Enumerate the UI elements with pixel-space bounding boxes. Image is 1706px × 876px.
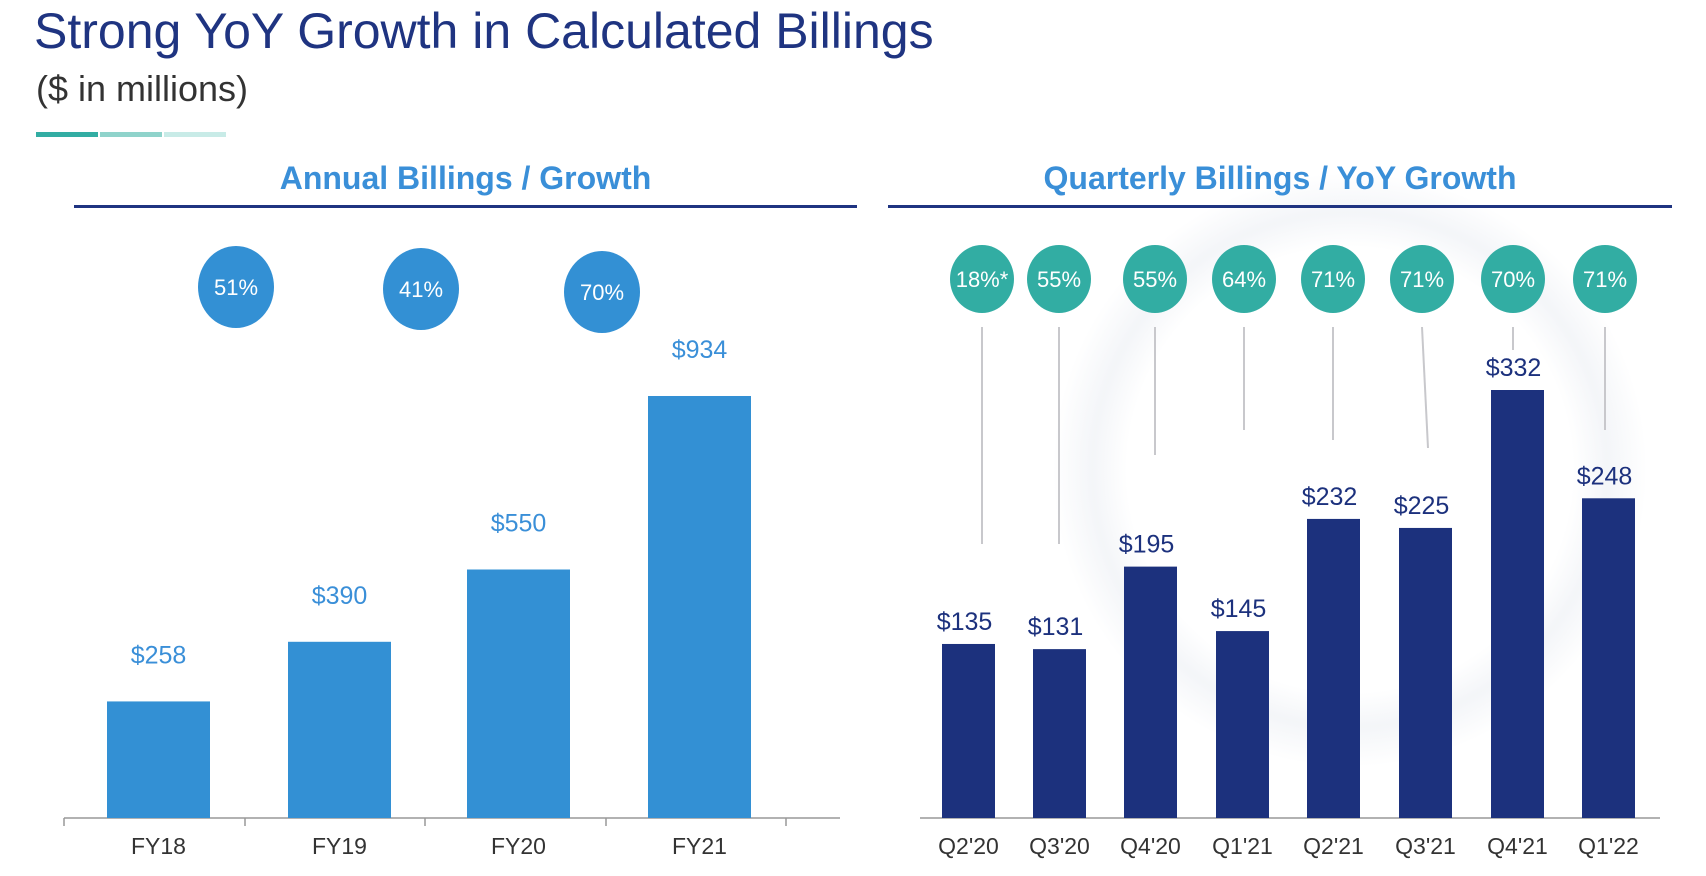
annual-bar-FY21 xyxy=(648,396,751,818)
quarterly-value-label: $232 xyxy=(1302,483,1358,511)
annual-category-label: FY21 xyxy=(672,833,727,859)
quarterly-header-rule xyxy=(888,205,1672,208)
quarterly-bar-Q1'21 xyxy=(1216,631,1269,818)
annual-growth-circle xyxy=(383,248,459,330)
quarterly-growth-label: 55% xyxy=(1133,267,1177,292)
quarterly-value-label: $135 xyxy=(937,608,993,636)
quarterly-chart-title: Quarterly Billings / YoY Growth xyxy=(1043,160,1517,196)
annual-category-label: FY19 xyxy=(312,833,367,859)
annual-category-label: FY18 xyxy=(131,833,186,859)
quarterly-category-label: Q3'21 xyxy=(1395,833,1456,859)
annual-growth-label: 51% xyxy=(214,275,258,300)
annual-value-label: $550 xyxy=(491,509,547,537)
accent-dash xyxy=(36,132,98,137)
quarterly-growth-label: 64% xyxy=(1222,267,1266,292)
quarterly-growth-circle xyxy=(1481,245,1545,313)
quarterly-bar-Q3'21 xyxy=(1399,527,1452,818)
page-subtitle: ($ in millions) xyxy=(36,68,249,109)
quarterly-bar-Q2'20 xyxy=(942,643,995,818)
annual-value-label: $258 xyxy=(131,641,187,669)
quarterly-category-label: Q2'20 xyxy=(938,833,999,859)
quarterly-growth-label: 71% xyxy=(1311,267,1355,292)
annual-chart-title: Annual Billings / Growth xyxy=(279,160,652,196)
quarterly-category-label: Q4'20 xyxy=(1120,833,1181,859)
quarterly-category-label: Q2'21 xyxy=(1303,833,1364,859)
quarterly-value-label: $195 xyxy=(1119,531,1175,559)
annual-bar-FY20 xyxy=(467,569,570,818)
annual-value-label: $390 xyxy=(312,582,368,610)
quarterly-growth-circle xyxy=(950,245,1014,313)
annual-growth-circle xyxy=(564,251,640,333)
quarterly-growth-circle xyxy=(1027,245,1091,313)
quarterly-bar-Q1'22 xyxy=(1582,498,1635,818)
annual-growth-label: 41% xyxy=(399,277,443,302)
quarterly-growth-circle xyxy=(1212,245,1276,313)
quarterly-growth-label: 18%* xyxy=(956,267,1009,292)
annual-category-label: FY20 xyxy=(491,833,546,859)
annual-growth-label: 70% xyxy=(580,280,624,305)
quarterly-growth-circle xyxy=(1123,245,1187,313)
quarterly-growth-label: 70% xyxy=(1491,267,1535,292)
quarterly-value-label: $248 xyxy=(1577,462,1633,490)
quarterly-value-label: $225 xyxy=(1394,492,1450,520)
quarterly-value-label: $131 xyxy=(1028,613,1084,641)
quarterly-growth-label: 71% xyxy=(1400,267,1444,292)
quarterly-bar-Q4'21 xyxy=(1491,390,1544,818)
annual-value-label: $934 xyxy=(672,336,728,364)
quarterly-growth-label: 55% xyxy=(1037,267,1081,292)
quarterly-growth-circle xyxy=(1390,245,1454,313)
page-title: Strong YoY Growth in Calculated Billings xyxy=(34,3,934,59)
quarterly-growth-label: 71% xyxy=(1583,267,1627,292)
quarterly-bar-Q4'20 xyxy=(1124,566,1177,818)
quarterly-category-label: Q1'22 xyxy=(1578,833,1639,859)
quarterly-category-label: Q3'20 xyxy=(1029,833,1090,859)
annual-bar-FY18 xyxy=(107,701,210,818)
annual-header-rule xyxy=(74,205,857,208)
quarterly-bar-Q2'21 xyxy=(1307,518,1360,818)
accent-dash xyxy=(100,132,162,137)
annual-bar-FY19 xyxy=(288,641,391,818)
accent-dash xyxy=(164,132,226,137)
connector-line xyxy=(1421,326,1429,449)
quarterly-growth-circle xyxy=(1573,245,1637,313)
quarterly-growth-circle xyxy=(1301,245,1365,313)
quarterly-value-label: $145 xyxy=(1211,595,1267,623)
annual-growth-circle xyxy=(198,246,274,328)
quarterly-category-label: Q1'21 xyxy=(1212,833,1273,859)
quarterly-bar-Q3'20 xyxy=(1033,649,1086,818)
quarterly-value-label: $332 xyxy=(1486,354,1542,382)
quarterly-category-label: Q4'21 xyxy=(1487,833,1548,859)
